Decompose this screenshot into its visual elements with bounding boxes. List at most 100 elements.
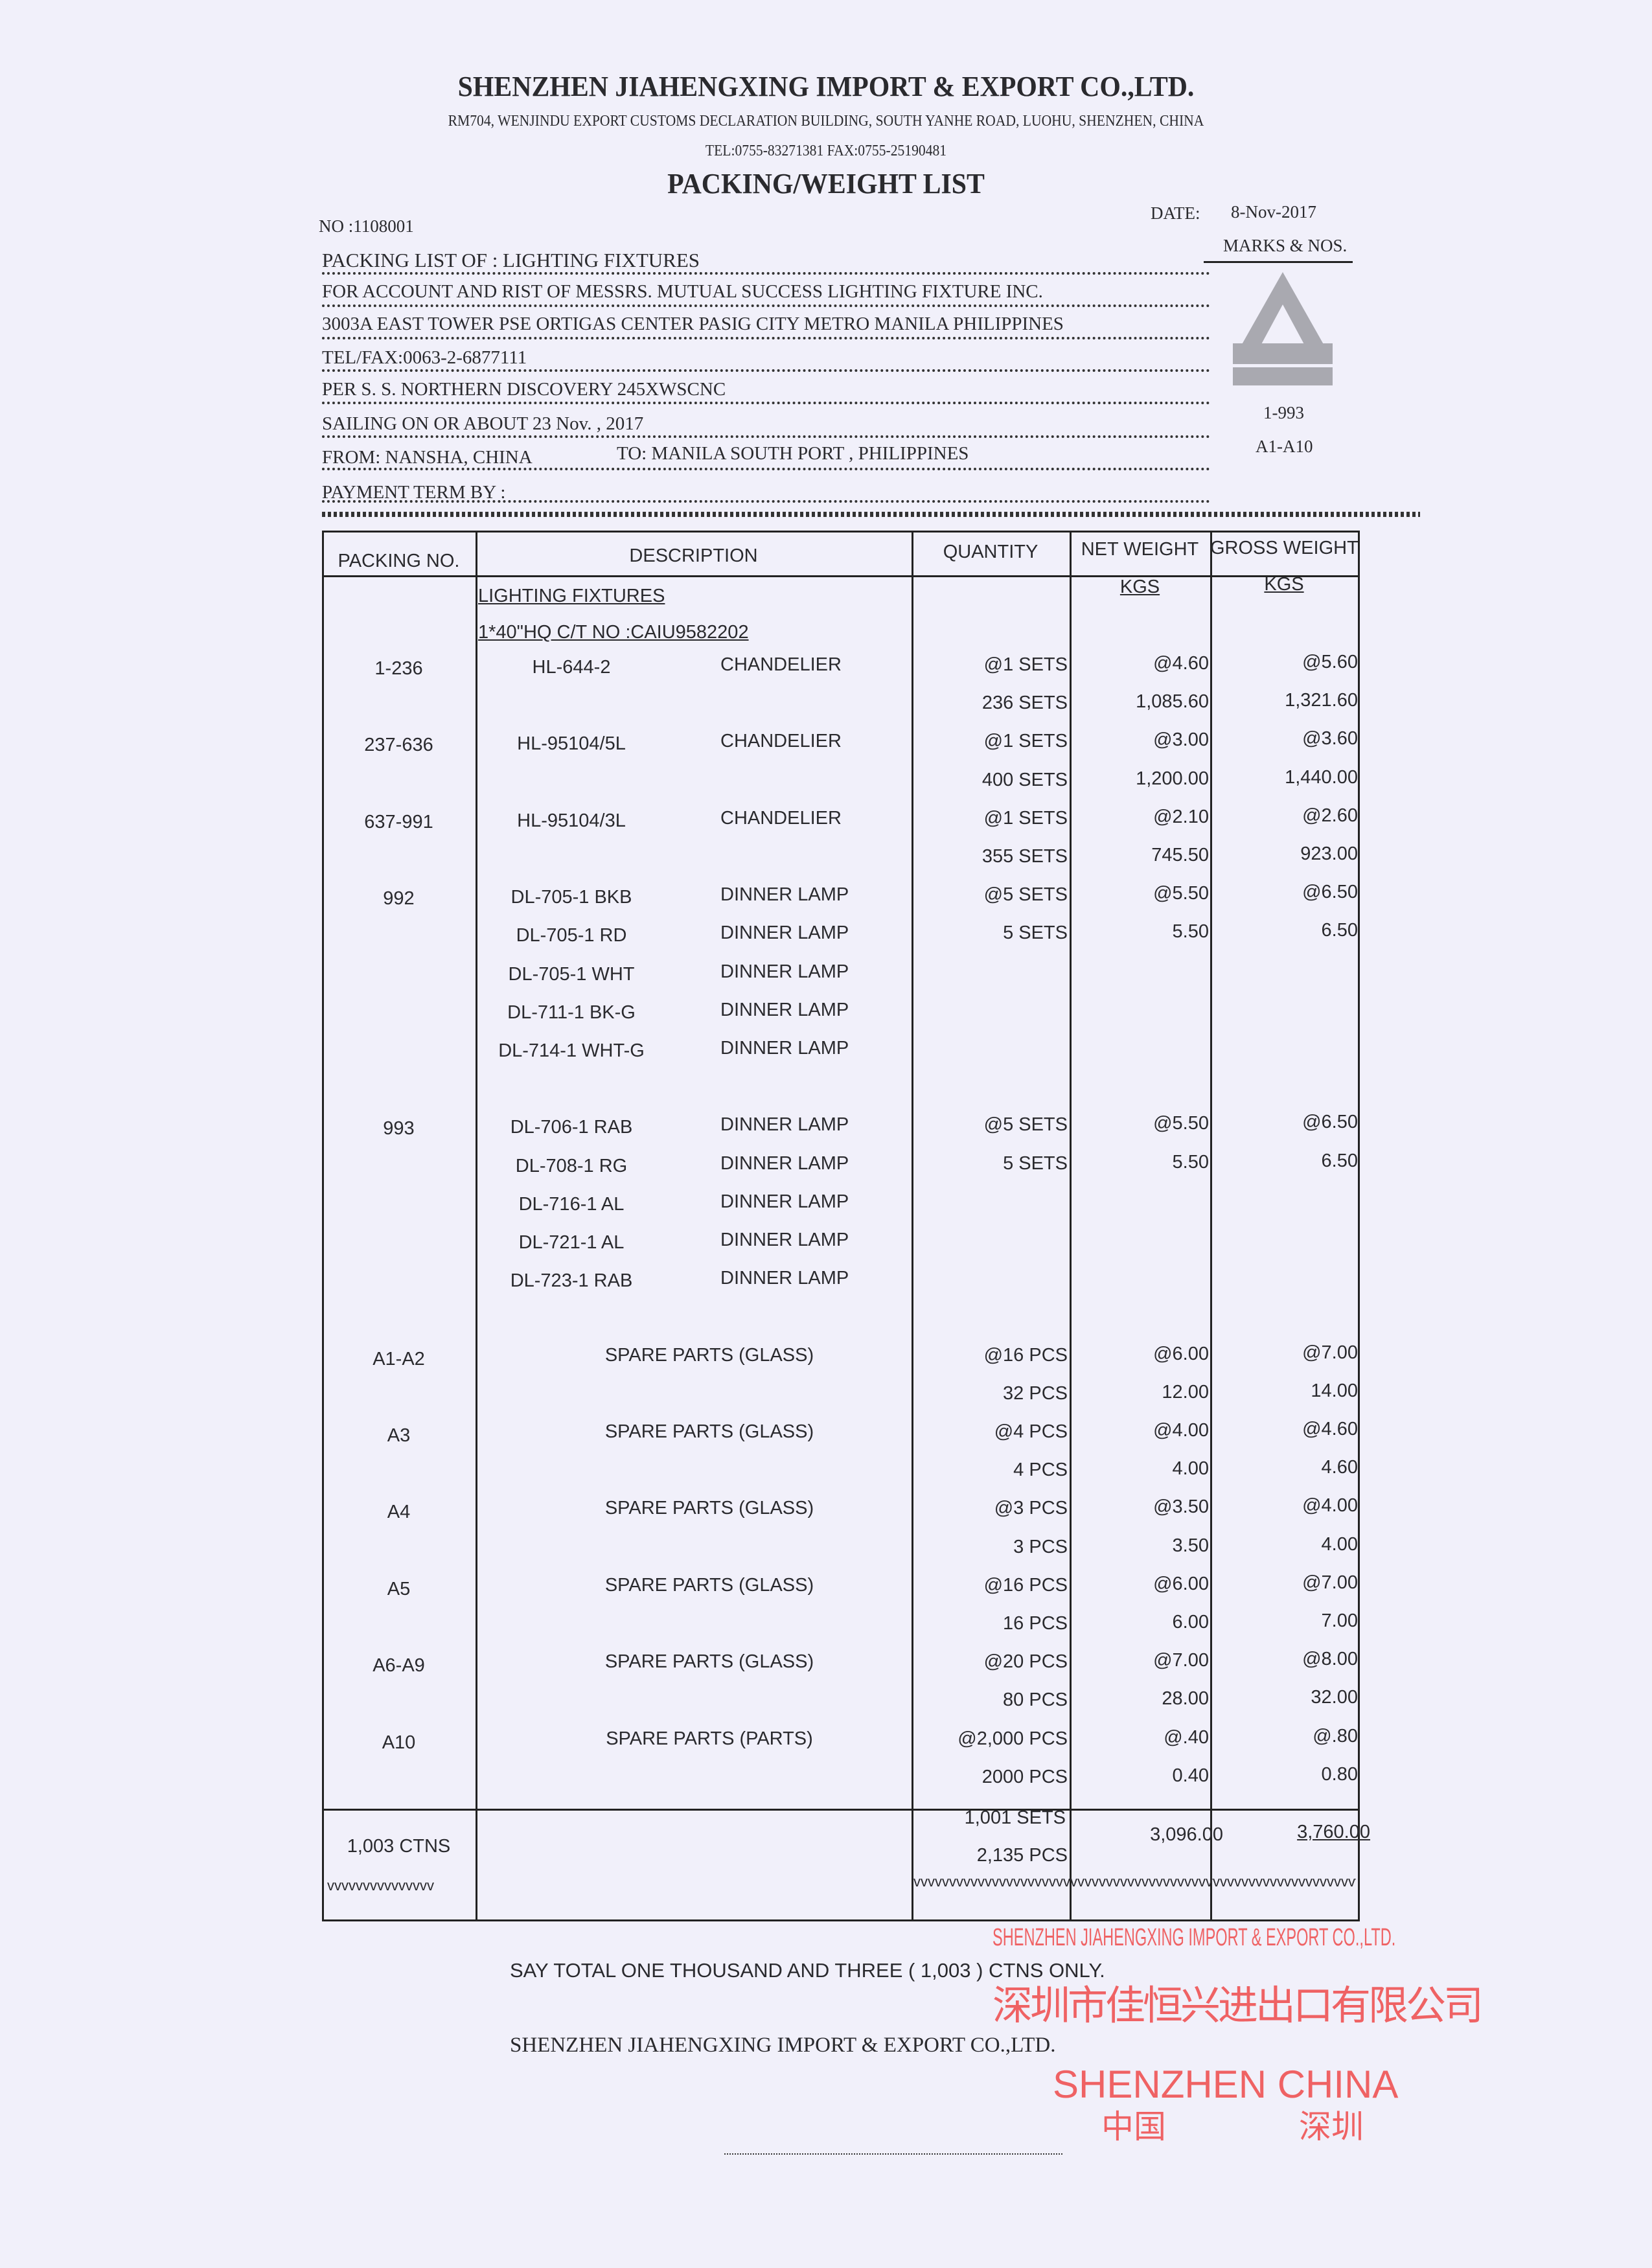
stamp-city-en: SHENZHEN CHINA [1053,2063,1399,2106]
cell-net: @4.60 [1153,653,1209,674]
cell-net: 5.50 [1172,921,1209,943]
total-gross-weight: 3,760.00 [1297,1822,1370,1842]
cell-desc: DINNER LAMP [720,1191,849,1212]
total-net-weight: 3,096.00 [1150,1824,1223,1845]
cell-model: DL-714-1 WHT-G [498,1040,645,1061]
cell-part: SPARE PARTS (GLASS) [604,1574,814,1596]
cell-gross: 14.00 [1311,1380,1358,1401]
cell-pkg: A6-A9 [373,1655,425,1677]
cell-pkg: 237-636 [364,735,433,756]
column-divider [476,531,477,1919]
cell-qty: 80 PCS [1003,1690,1068,1711]
cell-model: HL-95104/3L [517,810,626,831]
say-total: SAY TOTAL ONE THOUSAND AND THREE ( 1,003… [510,1959,1105,1982]
cell-gross: @5.60 [1302,652,1358,672]
cell-desc: DINNER LAMP [720,1114,849,1136]
cell-desc: DINNER LAMP [720,961,849,982]
company-contact: TEL:0755-83271381 FAX:0755-25190481 [705,143,947,159]
cell-net: 4.00 [1172,1458,1209,1480]
buyer-telfax: TEL/FAX:0063-2-6877111 [322,347,527,368]
cell-net: @7.00 [1153,1650,1209,1671]
cell-desc: CHANDELIER [720,731,842,752]
cell-net: 0.40 [1172,1765,1209,1786]
cell-net: 745.50 [1151,845,1209,865]
cell-net: 1,085.60 [1136,691,1209,713]
date-label: DATE: [1151,203,1200,223]
dotted-rule [322,272,1210,275]
cell-qty: @2,000 PCS [958,1728,1068,1749]
cell-part: SPARE PARTS (GLASS) [604,1421,814,1442]
packing-list-of: PACKING LIST OF : LIGHTING FIXTURES [322,249,700,271]
cell-net: @3.50 [1153,1496,1209,1518]
cell-model: DL-705-1 WHT [508,963,635,985]
column-divider [1210,531,1212,1919]
payment-term: PAYMENT TERM BY : [322,482,506,503]
col-header-quantity: QUANTITY [943,542,1038,562]
cell-model: DL-716-1 AL [518,1193,625,1215]
cell-qty: 16 PCS [1003,1613,1068,1634]
dotted-rule [322,402,1210,404]
product-name: LIGHTING FIXTURES [478,586,665,606]
cell-gross: 1,321.60 [1285,690,1358,711]
cell-pkg: A4 [387,1502,411,1523]
cell-desc: DINNER LAMP [720,922,849,944]
account-of: FOR ACCOUNT AND RIST OF MESSRS. MUTUAL S… [322,281,1043,302]
cell-net: @4.00 [1153,1420,1209,1441]
cell-net: 12.00 [1162,1381,1209,1403]
cell-qty: 5 SETS [1003,1152,1068,1174]
cell-part: SPARE PARTS (GLASS) [604,1344,814,1366]
total-packages: 1,003 CTNS [347,1836,451,1857]
cell-gross: @3.60 [1302,728,1358,750]
cell-gross: 6.50 [1321,1150,1358,1171]
end-mark: vvvvvvvvvvvvvvv [327,1877,434,1894]
cell-gross: @4.00 [1302,1495,1358,1517]
cell-desc: CHANDELIER [720,807,842,829]
cell-qty: @5 SETS [983,884,1068,906]
buyer-address: 3003A EAST TOWER PSE ORTIGAS CENTER PASI… [322,314,1064,334]
cell-gross: @7.00 [1302,1342,1358,1363]
marks-range-2: A1-A10 [1256,437,1313,456]
cell-part: SPARE PARTS (GLASS) [604,1651,814,1673]
cell-net: @2.10 [1153,806,1209,827]
cell-pkg: 992 [383,888,415,910]
cell-qty: 236 SETS [981,693,1068,714]
cell-desc: DINNER LAMP [720,1268,849,1289]
cell-qty: @5 SETS [983,1114,1068,1136]
cell-qty: 2000 PCS [981,1766,1068,1787]
cell-pkg: A1-A2 [373,1348,425,1369]
cell-qty: @16 PCS [983,1574,1068,1596]
cell-part: SPARE PARTS (PARTS) [606,1728,813,1749]
cell-model: DL-721-1 AL [518,1232,625,1253]
cell-desc: DINNER LAMP [720,1038,849,1059]
stamp-company-cn: 深圳市佳恒兴进出口有限公司 [992,1984,1484,2028]
cell-model: DL-723-1 RAB [510,1270,633,1292]
cell-net: @6.00 [1153,1343,1209,1364]
cell-qty: @1 SETS [983,807,1068,829]
stamp-city-cn-right: 深圳 [1299,2109,1364,2145]
cell-qty: 400 SETS [981,769,1068,790]
vessel: PER S. S. NORTHERN DISCOVERY 245XWSCNC [322,379,726,400]
cell-gross: 0.80 [1321,1763,1358,1785]
cell-gross: 6.50 [1321,920,1358,941]
cell-pkg: 637-991 [364,811,433,832]
cell-qty: 5 SETS [1003,922,1068,944]
cell-gross: @8.00 [1302,1649,1358,1670]
stamp-city-cn-left: 中国 [1101,2109,1166,2145]
cell-desc: CHANDELIER [720,654,842,675]
cell-gross: 923.00 [1300,843,1358,864]
cell-gross: 32.00 [1311,1687,1358,1708]
sailing-date: SAILING ON OR ABOUT 23 Nov. , 2017 [322,413,644,434]
from-port: FROM: NANSHA, CHINA [322,447,533,468]
cell-net: 1,200.00 [1136,768,1209,789]
cell-gross: 7.00 [1321,1610,1358,1631]
col-header-net-weight: NET WEIGHT [1081,539,1199,560]
cell-gross: @7.00 [1302,1572,1358,1593]
to-port: TO: MANILA SOUTH PORT , PHILIPPINES [617,443,969,464]
col-header-packing-no: PACKING NO. [338,551,460,571]
net-unit: KGS [1119,577,1160,597]
cell-model: DL-705-1 BKB [511,887,632,908]
cell-net: @5.50 [1153,883,1209,904]
total-qty-pcs: 2,135 PCS [976,1845,1068,1866]
dotted-rule [322,369,1210,372]
container-number: 1*40"HQ C/T NO :CAIU9582202 [478,622,749,643]
